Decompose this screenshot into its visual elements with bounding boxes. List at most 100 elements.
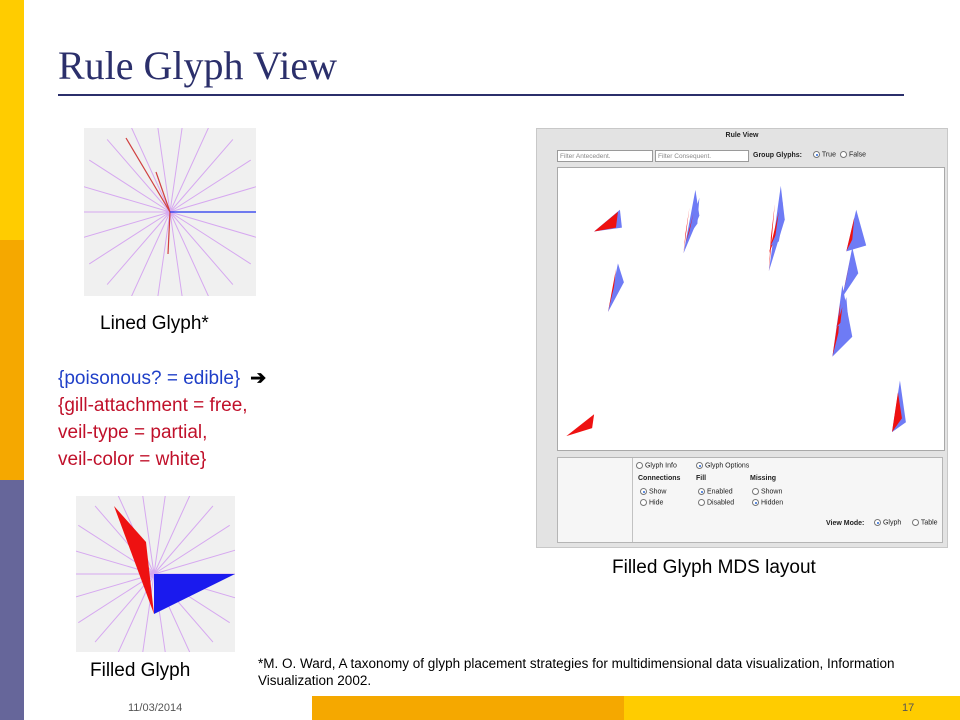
glyph-spoke (153, 549, 235, 575)
filter-antecedent-input[interactable]: Filter Antecedent. (557, 150, 653, 162)
glyph-options-panel: Glyph Info Glyph Options Connections Sho… (557, 457, 943, 543)
decorative-bar-purple (0, 480, 24, 720)
rule-consequent-line: {gill-attachment = free, (58, 395, 248, 416)
right-arrow-icon: ➔ (250, 368, 267, 389)
connections-show-radio[interactable]: Show (640, 488, 666, 495)
filter-consequent-input[interactable]: Filter Consequent. (655, 150, 749, 162)
radio-selected-icon (874, 519, 881, 526)
panel-divider (632, 458, 633, 542)
lined-glyph-image (84, 128, 256, 296)
rule-view-window: Rule View Filter Antecedent. Filter Cons… (536, 128, 948, 548)
glyph-spoke (169, 211, 256, 238)
glyph-spoke (169, 159, 252, 213)
glyph-spoke (131, 211, 171, 296)
group-glyphs-true-radio[interactable]: True (813, 151, 836, 158)
fill-disabled-radio[interactable]: Disabled (698, 499, 734, 506)
missing-heading: Missing (750, 475, 777, 482)
footer-orange-band (312, 696, 624, 720)
glyph-spoke (169, 211, 209, 296)
radio-selected-icon (640, 488, 647, 495)
glyph-spoke (157, 128, 171, 213)
glyph-spoke (153, 496, 166, 575)
view-mode-table-radio[interactable]: Table (912, 519, 938, 526)
glyph-options-label: Glyph Options (704, 462, 750, 470)
glyph-spoke (88, 159, 171, 213)
mds-glyph[interactable] (608, 263, 624, 312)
decorative-bar-orange (0, 240, 24, 480)
radio-empty-icon (640, 499, 647, 506)
glyph-info-radio[interactable]: Glyph Info (636, 462, 677, 469)
glyph-spoke (169, 128, 209, 213)
glyph-spoke (88, 211, 171, 265)
glyph-spoke (142, 496, 155, 575)
view-mode-glyph-radio[interactable]: Glyph (874, 519, 901, 526)
glyph-spoke (169, 211, 252, 265)
glyph-info-label: Glyph Info (644, 462, 677, 470)
mds-glyph-cluster[interactable] (768, 185, 785, 272)
mds-glyph[interactable] (594, 209, 622, 232)
connections-hide-radio[interactable]: Hide (640, 499, 663, 506)
view-mode-label: View Mode: (826, 520, 865, 527)
glyph-spoke (84, 211, 171, 238)
group-glyphs-false-label: False (848, 151, 867, 159)
mds-layout-canvas[interactable] (557, 167, 945, 451)
group-glyphs-false-radio[interactable]: False (840, 151, 866, 158)
radio-empty-icon (698, 499, 705, 506)
missing-hidden-radio[interactable]: Hidden (752, 499, 783, 506)
glyph-spoke (78, 573, 155, 624)
slide-title: Rule Glyph View (58, 43, 338, 88)
glyph-spoke (169, 186, 256, 213)
glyph-spoke (169, 139, 234, 213)
slide-date: 11/03/2014 (128, 702, 183, 714)
mds-layout-label: Filled Glyph MDS layout (612, 557, 816, 578)
glyph-spoke (84, 186, 171, 213)
radio-empty-icon (752, 488, 759, 495)
radio-selected-icon (696, 462, 703, 469)
slide-page-number: 17 (902, 702, 915, 714)
glyph-spoke (153, 505, 214, 575)
connections-heading: Connections (638, 475, 681, 482)
glyph-spoke (106, 211, 171, 285)
filled-glyph-label: Filled Glyph (90, 660, 191, 681)
lined-glyph-spoke-red-long (125, 137, 171, 213)
mds-glyph-cluster[interactable] (683, 189, 700, 254)
radio-selected-icon (752, 499, 759, 506)
rule-consequent-line: veil-color = white} (58, 449, 207, 470)
rule-consequent-line: veil-type = partial, (58, 422, 208, 443)
lined-glyph-label: Lined Glyph* (100, 313, 209, 334)
glyph-spoke (157, 211, 171, 296)
title-underline (58, 94, 904, 96)
lined-glyph-spoke-red-short (155, 171, 171, 213)
radio-empty-icon (840, 151, 847, 158)
radio-selected-icon (813, 151, 820, 158)
glyph-spoke (106, 139, 171, 213)
glyph-options-radio[interactable]: Glyph Options (696, 462, 749, 469)
glyph-spoke (169, 128, 183, 213)
filled-glyph-blue-region (154, 574, 235, 614)
fill-enabled-radio[interactable]: Enabled (698, 488, 733, 495)
glyph-spoke (142, 573, 155, 652)
filled-glyph-red-region (114, 506, 154, 614)
glyph-spoke (76, 573, 155, 598)
glyph-spoke (153, 496, 191, 575)
group-glyphs-true-label: True (821, 151, 836, 159)
radio-empty-icon (636, 462, 643, 469)
radio-empty-icon (912, 519, 919, 526)
lined-glyph-spoke-red-down (167, 211, 171, 255)
mds-glyph[interactable] (892, 380, 906, 433)
citation-footnote: *M. O. Ward, A taxonomy of glyph placeme… (258, 656, 895, 688)
footer-yellow-band (624, 696, 960, 720)
mds-glyph-cluster[interactable] (832, 209, 867, 357)
missing-shown-radio[interactable]: Shown (752, 488, 782, 495)
rule-antecedent: {poisonous? = edible} ➔ (58, 365, 266, 392)
decorative-bar-yellow (0, 0, 24, 240)
mds-glyph[interactable] (566, 414, 595, 437)
glyph-spoke (169, 211, 183, 296)
filled-glyph-image (76, 496, 235, 652)
glyph-spoke (169, 211, 234, 285)
footer-left-band (24, 696, 312, 720)
radio-selected-icon (698, 488, 705, 495)
group-glyphs-label: Group Glyphs: (753, 152, 802, 159)
rule-antecedent-text: {poisonous? = edible} (58, 368, 241, 389)
glyph-spoke (153, 524, 230, 575)
